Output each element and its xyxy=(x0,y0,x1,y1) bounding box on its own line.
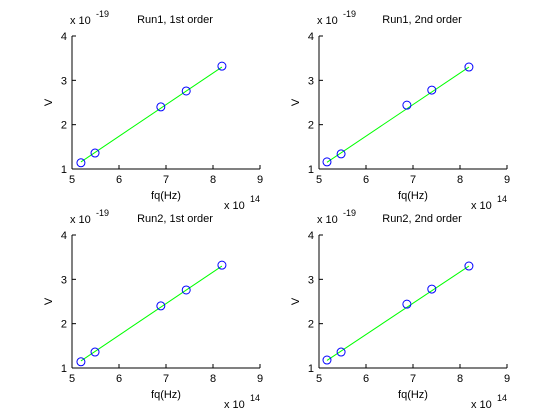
chart-title: Run1, 2nd order xyxy=(382,14,462,26)
chart-title: Run1, 1st order xyxy=(137,14,213,26)
y-tick-label: 1 xyxy=(61,164,67,176)
fit-line xyxy=(80,265,223,362)
x-tick-label: 5 xyxy=(316,174,322,186)
x-tick-label: 7 xyxy=(163,174,169,186)
data-point xyxy=(322,355,332,365)
data-point xyxy=(427,85,437,95)
y-axis-label: V xyxy=(290,98,302,106)
data-point xyxy=(181,86,191,96)
y-multiplier-exponent: -19 xyxy=(96,208,109,218)
x-multiplier: x 10 xyxy=(471,200,492,212)
y-multiplier: x 10 xyxy=(70,214,91,226)
y-tick-label: 2 xyxy=(308,120,314,132)
x-axis-label: fq(Hz) xyxy=(398,389,428,401)
y-tick-label: 4 xyxy=(61,31,67,43)
x-multiplier: x 10 xyxy=(224,200,245,212)
data-point xyxy=(90,347,100,357)
y-multiplier: x 10 xyxy=(317,15,338,27)
x-multiplier-exponent: 14 xyxy=(250,194,260,204)
x-tick-label: 5 xyxy=(69,373,75,385)
y-tick-label: 3 xyxy=(308,75,314,87)
x-tick-label: 5 xyxy=(69,174,75,186)
data-point xyxy=(156,102,166,112)
x-multiplier-exponent: 14 xyxy=(497,393,507,403)
x-multiplier-exponent: 14 xyxy=(497,194,507,204)
y-tick-label: 4 xyxy=(308,230,314,242)
chart-title: Run2, 1st order xyxy=(137,213,213,225)
x-multiplier-exponent: 14 xyxy=(250,393,260,403)
y-tick-label: 2 xyxy=(308,319,314,331)
fit-line xyxy=(80,66,223,163)
y-multiplier-exponent: -19 xyxy=(96,9,109,19)
data-point xyxy=(336,149,346,159)
data-point xyxy=(322,157,332,167)
chart-title: Run2, 2nd order xyxy=(382,213,462,225)
data-point xyxy=(427,284,437,294)
y-multiplier: x 10 xyxy=(317,214,338,226)
y-tick-label: 3 xyxy=(308,274,314,286)
x-tick-label: 9 xyxy=(504,373,510,385)
data-point xyxy=(76,357,86,367)
data-point xyxy=(464,261,474,271)
x-tick-label: 8 xyxy=(457,373,463,385)
data-point xyxy=(90,148,100,158)
x-tick-label: 9 xyxy=(257,373,263,385)
y-tick-label: 1 xyxy=(61,363,67,375)
y-tick-label: 4 xyxy=(61,230,67,242)
y-axis-label: V xyxy=(43,98,55,106)
x-axis-label: fq(Hz) xyxy=(398,190,428,202)
y-multiplier-exponent: -19 xyxy=(343,9,356,19)
data-point xyxy=(217,61,227,71)
y-multiplier-exponent: -19 xyxy=(343,208,356,218)
y-axis-label: V xyxy=(290,297,302,305)
x-tick-label: 7 xyxy=(410,373,416,385)
x-axis-label: fq(Hz) xyxy=(151,389,181,401)
data-point xyxy=(336,347,346,357)
y-tick-label: 2 xyxy=(61,319,67,331)
fit-line xyxy=(326,265,470,361)
x-tick-label: 7 xyxy=(410,174,416,186)
y-tick-label: 4 xyxy=(308,31,314,43)
y-axis-label: V xyxy=(43,297,55,305)
x-tick-label: 6 xyxy=(363,174,369,186)
y-tick-label: 1 xyxy=(308,363,314,375)
data-point xyxy=(464,62,474,72)
x-tick-label: 8 xyxy=(210,174,216,186)
data-point xyxy=(76,158,86,168)
data-point xyxy=(402,299,412,309)
x-tick-label: 8 xyxy=(210,373,216,385)
y-tick-label: 3 xyxy=(61,75,67,87)
data-point xyxy=(402,100,412,110)
x-axis-label: fq(Hz) xyxy=(151,190,181,202)
fit-line xyxy=(326,66,470,163)
y-multiplier: x 10 xyxy=(70,15,91,27)
data-point xyxy=(217,260,227,270)
y-tick-label: 2 xyxy=(61,120,67,132)
data-point xyxy=(156,301,166,311)
x-tick-label: 9 xyxy=(504,174,510,186)
x-multiplier: x 10 xyxy=(224,399,245,411)
y-tick-label: 1 xyxy=(308,164,314,176)
x-multiplier: x 10 xyxy=(471,399,492,411)
y-tick-label: 3 xyxy=(61,274,67,286)
x-tick-label: 6 xyxy=(116,373,122,385)
x-tick-label: 6 xyxy=(116,174,122,186)
x-tick-label: 7 xyxy=(163,373,169,385)
x-tick-label: 5 xyxy=(316,373,322,385)
data-point xyxy=(181,285,191,295)
x-tick-label: 6 xyxy=(363,373,369,385)
x-tick-label: 8 xyxy=(457,174,463,186)
x-tick-label: 9 xyxy=(257,174,263,186)
